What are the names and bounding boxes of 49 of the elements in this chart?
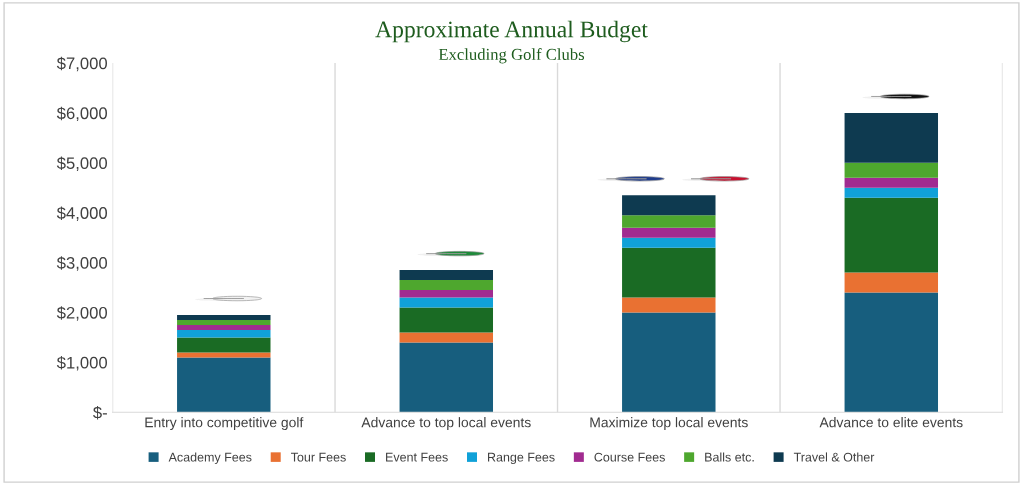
bar — [622, 312, 716, 413]
bar — [177, 357, 271, 413]
chart-subtitle: Excluding Golf Clubs — [438, 48, 585, 64]
legend-label: Academy Fees — [168, 452, 252, 465]
bar — [622, 247, 716, 298]
legend-label: Balls etc. — [705, 452, 754, 462]
y-tick-label: $6,000 — [56, 106, 108, 122]
bar — [399, 342, 494, 413]
bar — [844, 162, 939, 178]
legend-label: Travel & Other — [793, 452, 875, 462]
y-tick-label: $2,000 — [56, 306, 108, 321]
bar — [177, 314, 271, 320]
bar — [399, 290, 494, 298]
bar — [399, 297, 494, 308]
y-tick-label: $1,000 — [56, 356, 108, 371]
bar — [399, 332, 494, 343]
bar — [844, 187, 939, 198]
x-tick-label: Entry into competitive golf — [145, 417, 304, 431]
legend-label: Range Fees — [488, 452, 555, 465]
legend-label: Course Fees — [594, 452, 665, 462]
bar — [399, 307, 494, 333]
bar — [622, 195, 716, 216]
y-tick-label: $5,000 — [56, 156, 108, 171]
bar — [399, 270, 494, 281]
legend-label: Tour Fees — [290, 452, 346, 462]
bar — [177, 337, 271, 353]
bar — [844, 292, 939, 413]
chart-title: Approximate Annual Budget — [375, 20, 648, 43]
y-tick-label: $3,000 — [56, 256, 108, 271]
y-tick-label: $- — [93, 405, 107, 420]
bar — [622, 227, 716, 238]
bar — [844, 272, 939, 293]
bar — [844, 177, 939, 188]
y-tick-label: $7,000 — [56, 56, 108, 72]
bar — [177, 324, 271, 330]
bar — [399, 280, 494, 291]
bar — [622, 215, 716, 228]
bar — [177, 319, 271, 325]
bar — [177, 329, 271, 338]
bar — [844, 197, 939, 273]
x-tick-label: Advance to elite events — [819, 417, 963, 428]
legend-label: Event Fees — [386, 452, 448, 462]
x-tick-label: Advance to top local events — [361, 417, 531, 431]
bar — [844, 112, 939, 163]
x-tick-label: Maximize top local events — [590, 417, 748, 431]
bar — [177, 352, 271, 358]
bar — [622, 297, 716, 313]
bar — [622, 237, 716, 248]
y-tick-label: $4,000 — [56, 206, 108, 221]
